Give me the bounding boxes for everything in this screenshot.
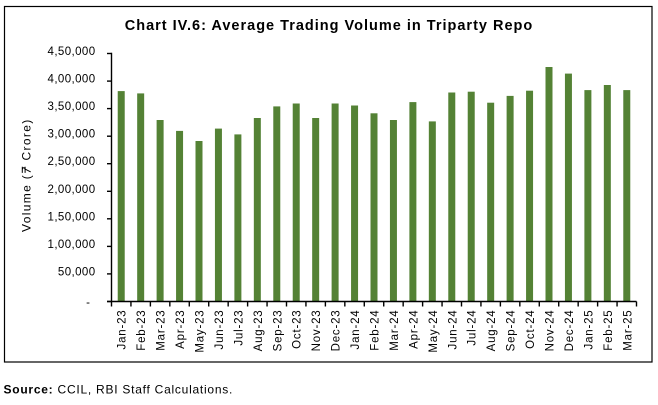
svg-text:Dec-23: Dec-23 <box>331 310 343 352</box>
svg-text:Mar-24: Mar-24 <box>389 310 401 351</box>
svg-text:Chart IV.6: Average Trading Vo: Chart IV.6: Average Trading Volume in Tr… <box>125 18 534 34</box>
svg-text:Feb-24: Feb-24 <box>370 310 382 351</box>
svg-text:4,50,000: 4,50,000 <box>48 46 96 58</box>
svg-text:Nov-23: Nov-23 <box>311 310 323 352</box>
svg-text:3,50,000: 3,50,000 <box>48 101 96 113</box>
svg-text:Mar-23: Mar-23 <box>156 310 168 351</box>
svg-text:4,00,000: 4,00,000 <box>48 74 96 86</box>
svg-text:Jun-24: Jun-24 <box>447 310 459 350</box>
svg-text:Volume (: Volume ( <box>20 174 34 232</box>
svg-text:Feb-23: Feb-23 <box>136 310 148 351</box>
svg-text:May-24: May-24 <box>428 310 440 353</box>
svg-text:Oct-24: Oct-24 <box>525 310 537 349</box>
svg-text:Jul-23: Jul-23 <box>233 310 245 346</box>
svg-text:Apr-23: Apr-23 <box>175 310 187 349</box>
svg-text:Jan-23: Jan-23 <box>117 310 129 350</box>
svg-text:Aug-23: Aug-23 <box>253 310 265 352</box>
svg-text:Mar-25: Mar-25 <box>622 310 634 351</box>
svg-text:Jul-24: Jul-24 <box>467 310 479 346</box>
svg-text:Crore): Crore) <box>20 118 34 165</box>
svg-text:Jan-24: Jan-24 <box>350 310 362 350</box>
svg-text:2,00,000: 2,00,000 <box>48 184 96 196</box>
svg-text:3,00,000: 3,00,000 <box>48 129 96 141</box>
svg-text:Dec-24: Dec-24 <box>564 310 576 352</box>
svg-text:Apr-24: Apr-24 <box>408 310 420 349</box>
svg-text:May-23: May-23 <box>195 310 207 353</box>
svg-text:Sep-24: Sep-24 <box>506 310 518 352</box>
svg-text:Feb-25: Feb-25 <box>603 310 615 351</box>
svg-text:-: - <box>86 297 90 309</box>
svg-text:Sep-23: Sep-23 <box>272 310 284 352</box>
svg-text:Nov-24: Nov-24 <box>545 310 557 352</box>
svg-text:Aug-24: Aug-24 <box>486 310 498 352</box>
svg-text:1,00,000: 1,00,000 <box>48 239 96 251</box>
svg-text:2,50,000: 2,50,000 <box>48 156 96 168</box>
svg-text:Jan-25: Jan-25 <box>583 310 595 350</box>
svg-text:Jun-23: Jun-23 <box>214 310 226 350</box>
svg-text:Source: CCIL, RBI Staff Calcul: Source: CCIL, RBI Staff Calculations. <box>4 383 234 397</box>
svg-text:Oct-23: Oct-23 <box>292 310 304 349</box>
svg-text:50,000: 50,000 <box>58 266 96 278</box>
svg-text:1,50,000: 1,50,000 <box>48 211 96 223</box>
